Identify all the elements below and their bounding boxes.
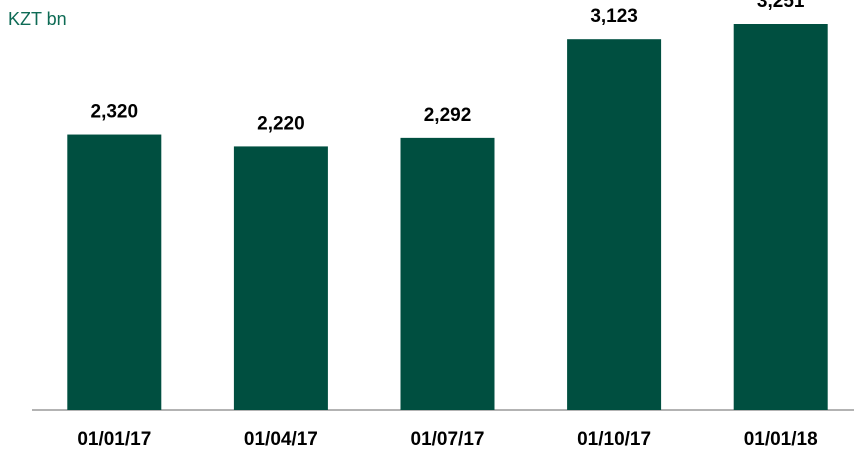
x-tick-label: 01/01/18 (744, 429, 818, 450)
x-tick-label: 01/04/17 (244, 429, 318, 450)
x-tick-label: 01/01/17 (77, 429, 151, 450)
value-label: 2,220 (257, 113, 305, 134)
bar (733, 24, 828, 410)
bar (233, 146, 328, 411)
x-tick-label: 01/10/17 (577, 429, 651, 450)
bar (400, 137, 495, 410)
unit-label: KZT bn (8, 9, 67, 29)
value-label: 3,123 (590, 6, 638, 27)
bar (67, 134, 162, 410)
bar (567, 39, 662, 410)
value-label: 2,320 (91, 102, 139, 123)
x-tick-label: 01/07/17 (411, 429, 485, 450)
value-label: 3,251 (757, 0, 805, 12)
value-label: 2,292 (424, 105, 472, 126)
